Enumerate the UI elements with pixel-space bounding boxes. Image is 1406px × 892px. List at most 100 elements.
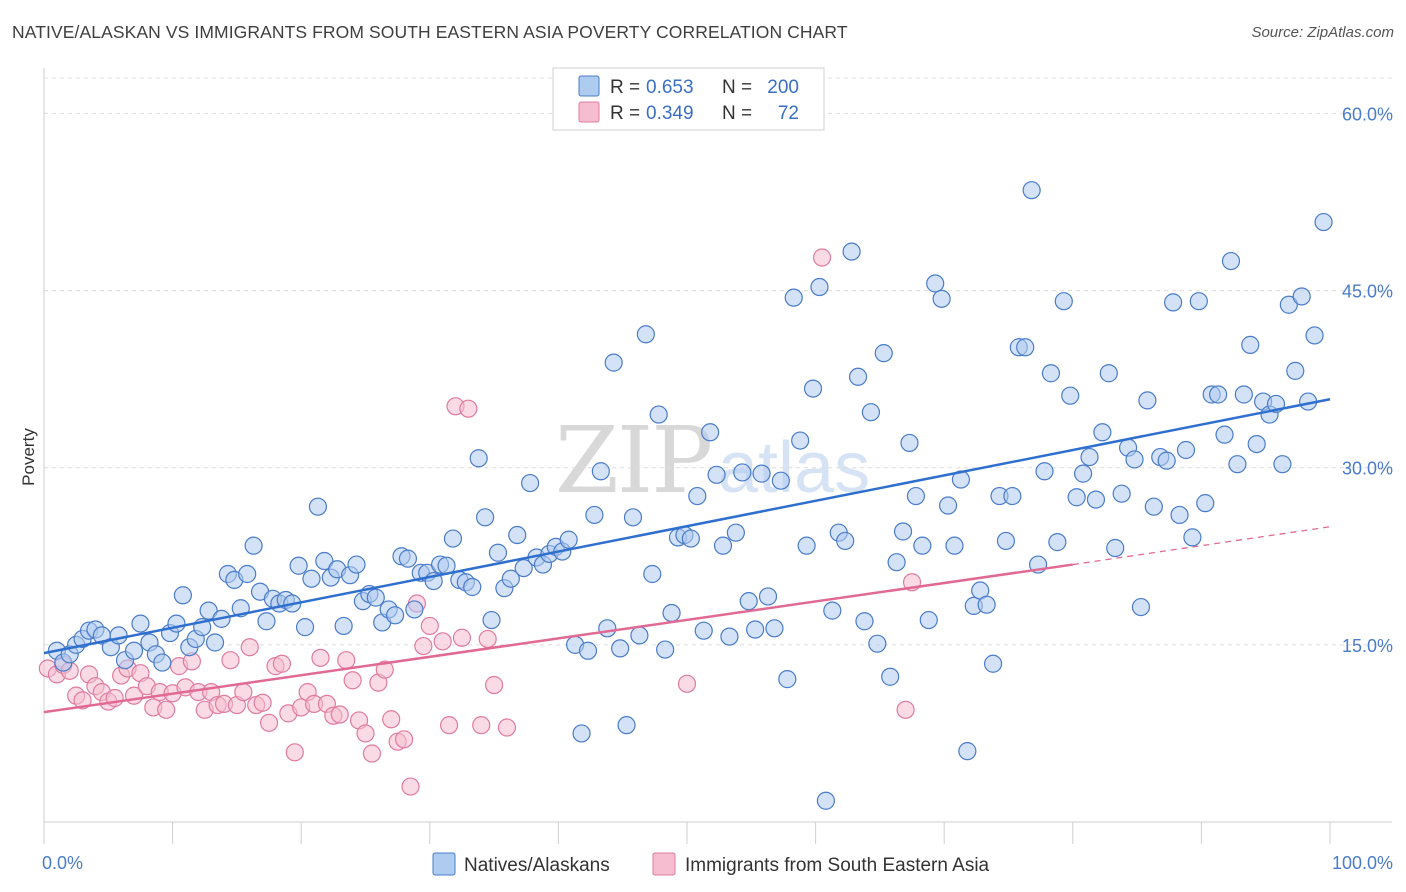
data-point — [874, 344, 893, 363]
series-natives-points — [47, 181, 1333, 810]
y-axis-label: Poverty — [19, 428, 38, 486]
y-tick-labels: 15.0% 30.0% 45.0% 60.0% — [1342, 104, 1393, 655]
legend-r-label-1: R = — [610, 77, 640, 98]
data-point — [439, 716, 459, 735]
data-point — [1164, 293, 1183, 312]
data-point — [681, 529, 700, 548]
data-point — [443, 529, 463, 548]
data-point — [1305, 326, 1324, 345]
legend-box: R = 0.653 N = 200 R = 0.349 N = 72 — [552, 67, 825, 131]
data-point — [1112, 484, 1131, 503]
data-point — [945, 536, 964, 555]
data-point — [272, 654, 292, 673]
data-point — [765, 619, 784, 638]
data-point — [452, 628, 472, 647]
data-point — [1314, 212, 1333, 232]
data-point — [199, 601, 218, 620]
data-point — [784, 288, 803, 307]
data-point — [521, 473, 540, 493]
x-tick-labels: 0.0% 100.0% — [42, 853, 1393, 873]
data-point — [1241, 335, 1260, 354]
data-point — [803, 379, 823, 398]
data-point — [797, 536, 816, 555]
data-point — [347, 555, 366, 574]
y-tick-label: 60.0% — [1342, 104, 1393, 124]
data-point — [315, 551, 334, 571]
data-point — [996, 531, 1016, 551]
data-point — [739, 592, 758, 611]
data-point — [337, 651, 356, 670]
series-immigrants-points — [38, 248, 922, 796]
x-tick-label-min: 0.0% — [42, 853, 83, 873]
data-point — [343, 671, 362, 690]
data-point — [234, 682, 253, 702]
data-point — [623, 508, 643, 527]
data-point — [906, 486, 926, 506]
data-point — [131, 614, 150, 633]
y-tick-label: 45.0% — [1342, 282, 1393, 302]
watermark-zip: ZIP — [555, 407, 711, 514]
data-point — [823, 601, 842, 620]
data-point — [1131, 597, 1151, 617]
data-point — [1286, 361, 1305, 380]
legend-swatch-natives — [578, 75, 600, 97]
data-point — [591, 462, 610, 481]
trend-lines — [43, 397, 1331, 714]
data-point — [1215, 425, 1234, 444]
trend-line-natives — [43, 397, 1331, 655]
legend-r-value-2: 0.349 — [646, 103, 694, 124]
data-point — [414, 636, 433, 656]
data-point — [1080, 447, 1099, 467]
data-point — [240, 638, 259, 657]
data-point — [1067, 488, 1086, 507]
data-point — [382, 710, 401, 729]
data-point — [459, 399, 478, 418]
data-point — [836, 531, 855, 551]
data-point — [385, 606, 405, 625]
bottom-legend-swatch-immigrants — [652, 852, 676, 876]
data-point — [791, 431, 810, 450]
data-point — [893, 522, 913, 541]
data-point — [649, 405, 668, 424]
data-point — [983, 654, 1003, 673]
data-point — [433, 632, 452, 651]
data-point — [778, 670, 797, 689]
data-point — [308, 497, 328, 516]
data-point — [643, 564, 662, 584]
data-point — [1048, 533, 1067, 552]
data-point — [1183, 528, 1202, 547]
data-point — [1279, 295, 1298, 314]
data-point — [1209, 385, 1228, 404]
data-point — [289, 556, 308, 575]
data-point — [919, 610, 938, 630]
data-point — [900, 433, 919, 453]
data-point — [394, 730, 414, 749]
data-point — [1221, 251, 1241, 271]
data-point — [501, 569, 520, 588]
data-point — [913, 536, 932, 555]
data-point — [1061, 386, 1080, 405]
data-point — [1292, 287, 1311, 306]
data-point — [926, 274, 945, 293]
data-point — [482, 610, 501, 630]
axes — [43, 68, 1392, 844]
data-point — [1170, 505, 1189, 525]
data-point — [366, 588, 385, 607]
data-point — [746, 620, 765, 639]
data-point — [604, 353, 623, 372]
data-point — [375, 660, 394, 679]
data-point — [238, 564, 257, 584]
data-point — [720, 627, 739, 646]
legend-n-value-2: 72 — [778, 103, 799, 124]
data-point — [585, 505, 604, 525]
data-point — [153, 653, 172, 672]
data-point — [463, 577, 482, 597]
data-point — [109, 626, 128, 645]
data-point — [572, 724, 591, 743]
data-point — [810, 277, 829, 297]
data-point — [330, 705, 349, 724]
data-point — [977, 595, 996, 614]
data-point — [1125, 450, 1144, 469]
data-point — [656, 640, 675, 659]
data-point — [636, 325, 655, 344]
